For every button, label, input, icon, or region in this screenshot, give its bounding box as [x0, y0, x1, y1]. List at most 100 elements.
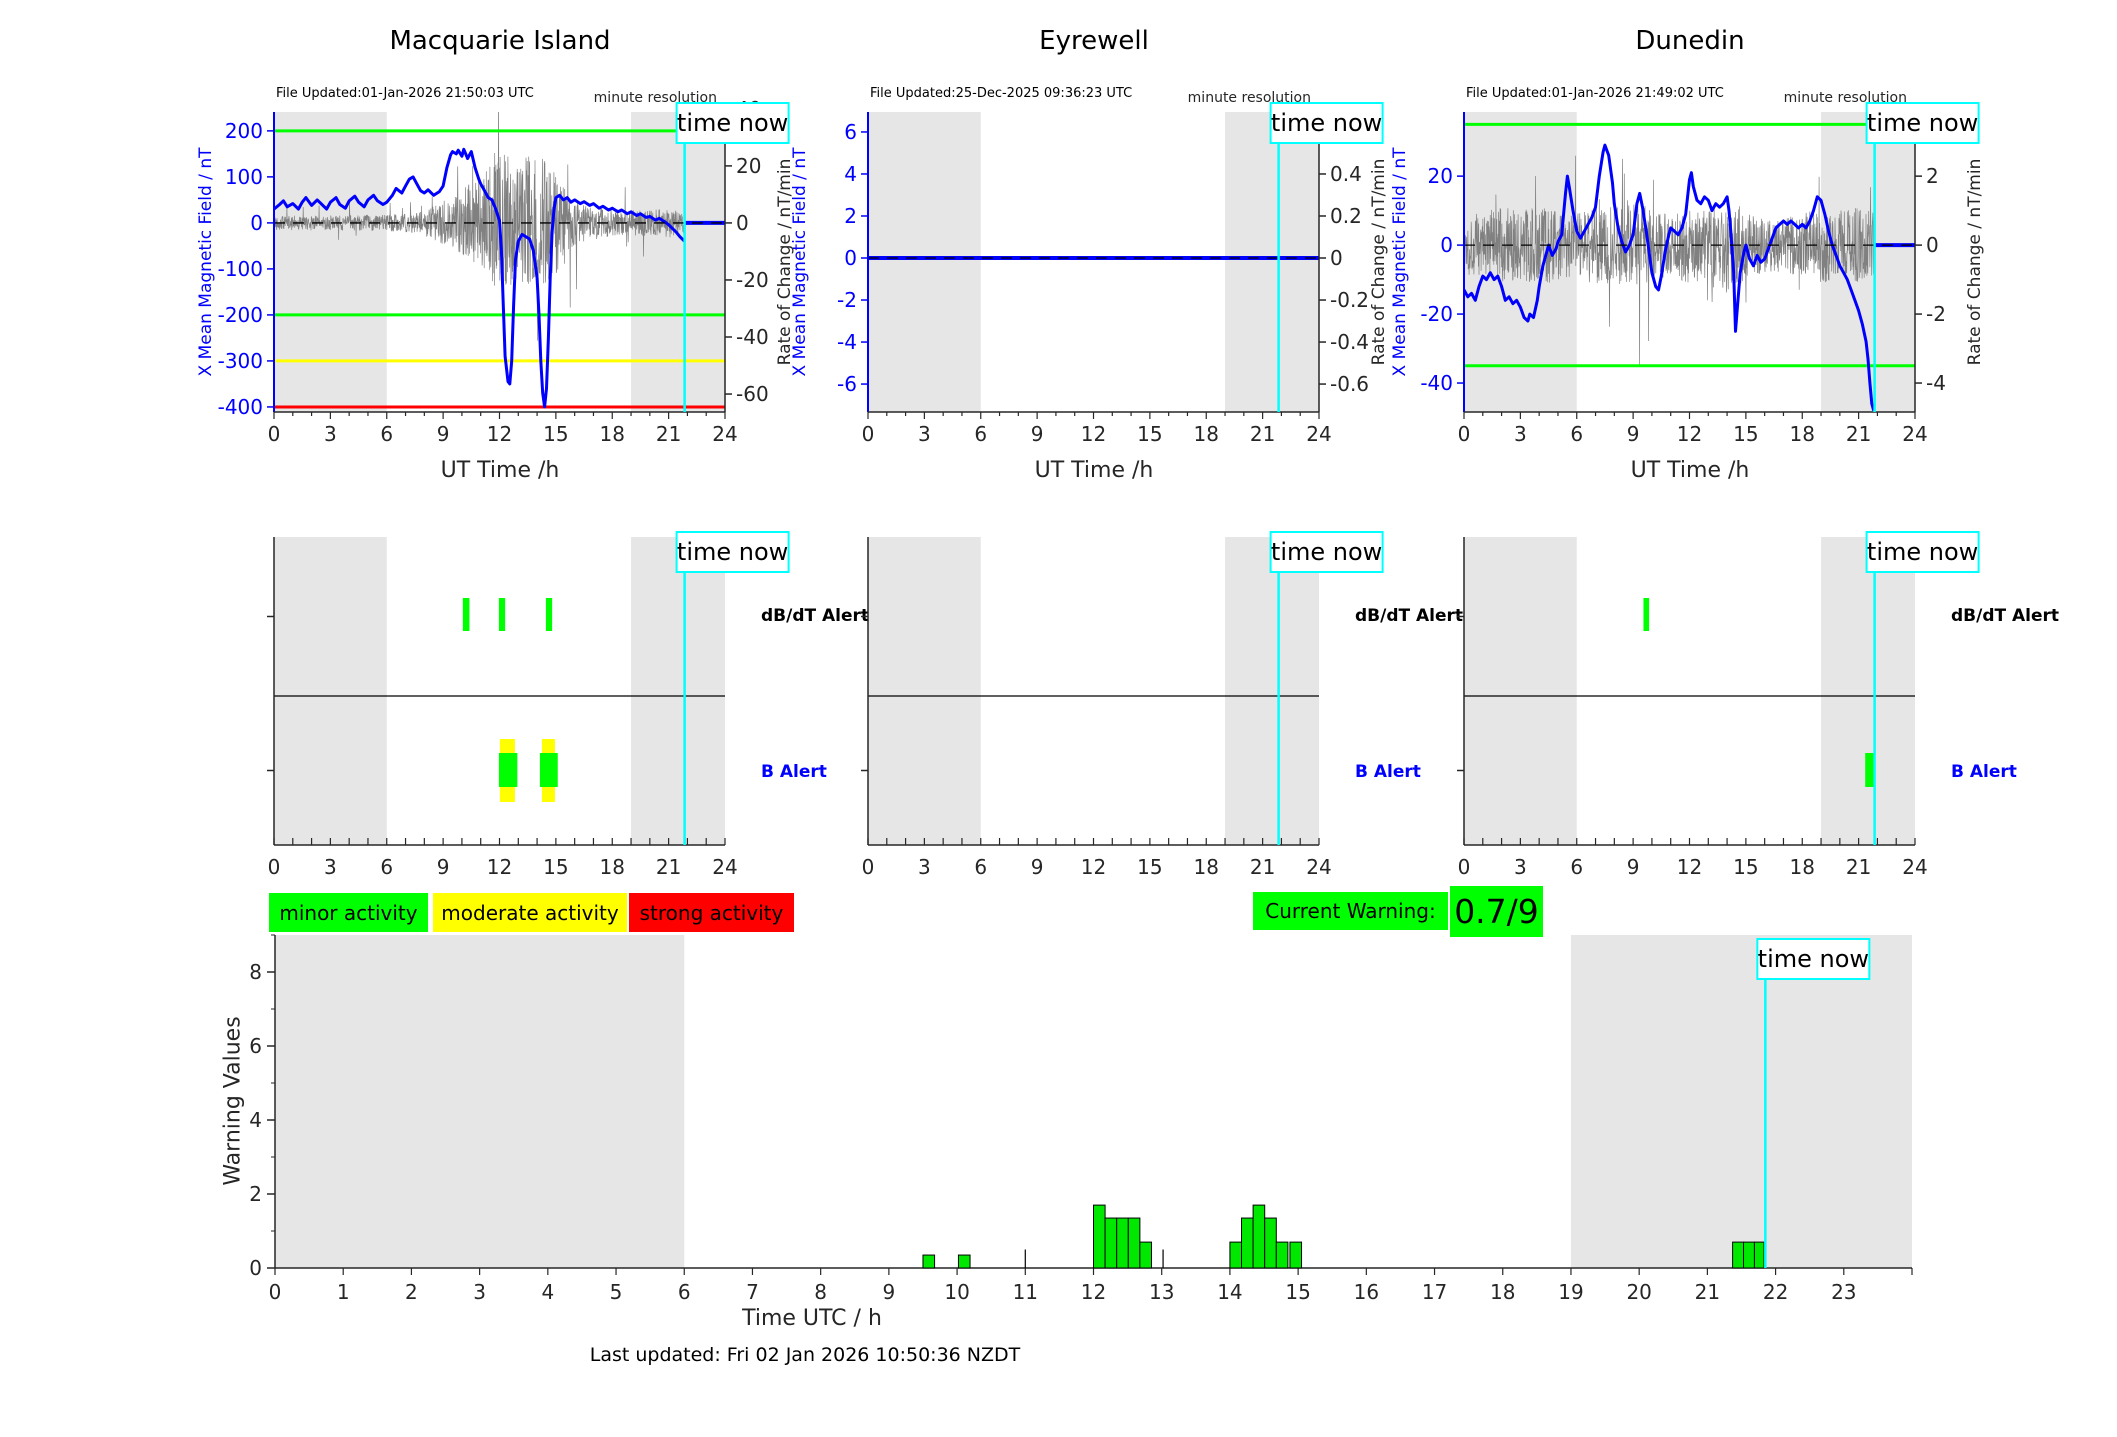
- x-tick-label: 17: [1422, 1280, 1447, 1304]
- x-tick-label: 9: [883, 1280, 896, 1304]
- alert-night-band: [274, 537, 387, 845]
- warning-bar: [957, 1254, 971, 1269]
- x-axis-label-dunedin: UT Time /h: [1630, 458, 1750, 483]
- time-now-label: time now: [1271, 109, 1382, 137]
- alert-x-tick-label: 3: [324, 855, 337, 879]
- time-now-label: time now: [1867, 538, 1978, 566]
- plot-area-2: [1464, 112, 1915, 412]
- left-tick-label: 200: [225, 119, 263, 143]
- left-tick-label: 4: [844, 162, 857, 186]
- time-now-label: time now: [677, 109, 788, 137]
- x-tick-label: 0: [269, 1280, 282, 1304]
- left-tick-label: 6: [844, 120, 857, 144]
- alert-x-tick-label: 3: [918, 855, 931, 879]
- right-tick-label: 2: [1926, 164, 1939, 188]
- warning-bar: [922, 1254, 936, 1269]
- alert-x-tick-label: 24: [1306, 855, 1331, 879]
- time-utc-axis-label: Time UTC / h: [742, 1306, 882, 1331]
- y-tick-label: 6: [249, 1034, 262, 1058]
- time-now-box: [1756, 938, 1871, 980]
- y-tick-label: 8: [249, 960, 262, 984]
- x-tick-label: 24: [1306, 422, 1331, 446]
- x-tick-label: 15: [1285, 1280, 1310, 1304]
- x-tick-label: 6: [1570, 422, 1583, 446]
- x-tick-label: 22: [1763, 1280, 1788, 1304]
- time-now-box: [1269, 102, 1384, 144]
- x-tick-label: 12: [487, 422, 512, 446]
- left-tick-label: -4: [837, 330, 857, 354]
- alert-x-tick-label: 24: [712, 855, 737, 879]
- right-tick-label: -0.2: [1330, 288, 1369, 312]
- left-tick-label: 20: [1428, 164, 1453, 188]
- alert-x-tick-label: 15: [543, 855, 568, 879]
- time-now-box: [1269, 531, 1384, 573]
- right-tick-label: 0: [1330, 246, 1343, 270]
- station-title-dunedin: Dunedin: [1635, 26, 1745, 56]
- legend-minor-activity: minor activity: [269, 893, 428, 932]
- x-tick-label: 24: [1902, 422, 1927, 446]
- x-tick-label: 14: [1217, 1280, 1242, 1304]
- warning-bar: [1264, 1217, 1277, 1269]
- left-tick-label: -2: [837, 288, 857, 312]
- x-tick-label: 6: [974, 422, 987, 446]
- alert-x-tick-label: 9: [437, 855, 450, 879]
- warning-bar: [1753, 1241, 1765, 1269]
- current-warning-label: Current Warning:: [1253, 892, 1448, 930]
- left-tick-label: 0: [1440, 233, 1453, 257]
- x-tick-label: 15: [1137, 422, 1162, 446]
- left-tick-label: -400: [218, 395, 263, 419]
- alert-x-tick-label: 18: [1790, 855, 1815, 879]
- right-tick-label: -0.4: [1330, 330, 1369, 354]
- dbdt-alert-label-macquarie: dB/dT Alert: [761, 606, 870, 626]
- plot-area-1: [868, 112, 1319, 412]
- time-now-box: [1865, 531, 1980, 573]
- x-tick-label: 9: [437, 422, 450, 446]
- alert-x-tick-label: 18: [600, 855, 625, 879]
- x-tick-label: 16: [1354, 1280, 1379, 1304]
- x-tick-label: 3: [473, 1280, 486, 1304]
- x-tick-label: 5: [610, 1280, 623, 1304]
- left-tick-label: 0: [250, 211, 263, 235]
- left-tick-label: -40: [1420, 371, 1453, 395]
- time-now-label: time now: [1758, 945, 1869, 973]
- alert-x-tick-label: 12: [1677, 855, 1702, 879]
- right-tick-label: -40: [736, 325, 769, 349]
- file-updated-macquarie: File Updated:01-Jan-2026 21:50:03 UTC: [276, 86, 534, 101]
- alert-x-tick-label: 6: [1570, 855, 1583, 879]
- warning-bar: [1093, 1204, 1106, 1269]
- x-tick-label: 18: [1790, 422, 1815, 446]
- x-tick-label: 21: [1695, 1280, 1720, 1304]
- alert-x-tick-label: 15: [1137, 855, 1162, 879]
- alert-mark-dbdt: [462, 598, 470, 631]
- right-tick-label: 0: [1926, 233, 1939, 257]
- alert-night-band: [1464, 537, 1577, 845]
- alert-x-tick-label: 18: [1194, 855, 1219, 879]
- x-axis-label-eyrewell: UT Time /h: [1034, 458, 1154, 483]
- field-series: [1464, 143, 1876, 411]
- x-tick-label: 23: [1831, 1280, 1856, 1304]
- alert-x-tick-label: 6: [380, 855, 393, 879]
- alert-x-tick-label: 0: [1458, 855, 1471, 879]
- night-band: [1225, 112, 1319, 412]
- time-now-label: time now: [1867, 109, 1978, 137]
- x-tick-label: 6: [678, 1280, 691, 1304]
- b-alert-label-macquarie: B Alert: [761, 762, 827, 782]
- x-tick-label: 21: [656, 422, 681, 446]
- x-tick-label: 10: [944, 1280, 969, 1304]
- warning-bar: [1116, 1217, 1129, 1269]
- warning-bar: [1252, 1204, 1266, 1269]
- alert-night-band: [1225, 537, 1319, 845]
- x-tick-label: 3: [324, 422, 337, 446]
- x-tick-label: 19: [1558, 1280, 1583, 1304]
- station-title-eyrewell: Eyrewell: [1039, 26, 1149, 56]
- x-tick-label: 9: [1627, 422, 1640, 446]
- night-band: [631, 112, 725, 412]
- plot-area-0: [274, 112, 725, 412]
- x-tick-label: 3: [918, 422, 931, 446]
- x-tick-label: 3: [1514, 422, 1527, 446]
- alert-x-tick-label: 6: [974, 855, 987, 879]
- rate-noise-trace: [274, 112, 685, 341]
- alert-x-tick-label: 15: [1733, 855, 1758, 879]
- x-tick-label: 15: [543, 422, 568, 446]
- warning-bar: [1127, 1217, 1141, 1269]
